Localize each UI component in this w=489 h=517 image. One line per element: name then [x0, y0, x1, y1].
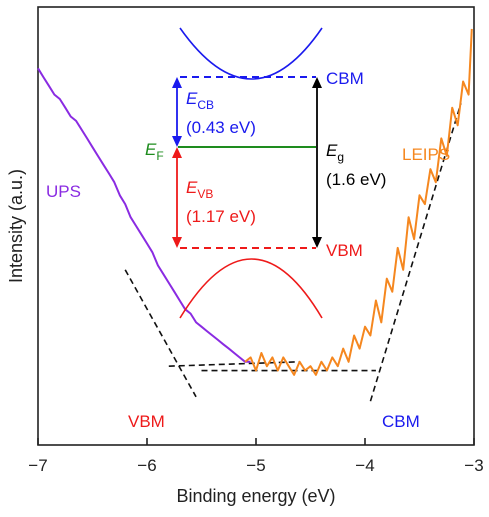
series-group: [37, 28, 473, 376]
x-tick-label: −7: [28, 456, 47, 475]
ecb-value: (0.43 eV): [186, 118, 256, 137]
ecb-arrowhead-up: [172, 77, 182, 88]
evb-value: (1.17 eV): [186, 207, 256, 226]
series-line-ups: [37, 67, 251, 363]
y-axis-title: Intensity (a.u.): [6, 169, 26, 283]
ecb-label: ECB: [186, 89, 214, 112]
eg-arrowhead-down: [312, 237, 322, 248]
ef-label: EF: [145, 140, 164, 163]
leips-label: LEIPS: [402, 145, 450, 164]
series-line-leips: [244, 28, 473, 376]
cbm-marker-label: CBM: [382, 412, 420, 431]
inset-vbm-label: VBM: [326, 241, 363, 260]
ups-label: UPS: [46, 182, 81, 201]
inset-cbm-label: CBM: [326, 69, 364, 88]
x-axis-title: Binding energy (eV): [176, 486, 335, 506]
vbm-marker-label: VBM: [128, 412, 165, 431]
evb-label: EVB: [186, 178, 213, 201]
eg-value: (1.6 eV): [326, 170, 386, 189]
eg-arrowhead-up: [312, 77, 322, 88]
x-tick-label: −5: [246, 456, 265, 475]
eg-label: Eg: [326, 141, 344, 164]
x-tick-label: −3: [464, 456, 483, 475]
fit-line-ups-onset: [124, 269, 197, 398]
x-tick-label: −6: [137, 456, 156, 475]
ecb-arrowhead-down: [172, 136, 182, 147]
x-axis-ticks: −7 −6 −5 −4 −3: [28, 438, 484, 475]
fit-lines: [124, 103, 462, 402]
fit-line-leips-onset: [369, 103, 462, 402]
band-diagram-inset: CBM VBM EF ECB (0.43 eV) EVB (1.17 eV) E…: [145, 27, 386, 319]
evb-arrowhead-down: [172, 237, 182, 248]
conduction-band-curve: [179, 27, 323, 80]
x-tick-label: −4: [355, 456, 374, 475]
fit-line-ups-baseline: [168, 360, 300, 367]
valence-band-curve: [179, 258, 323, 319]
evb-arrowhead-up: [172, 147, 182, 158]
